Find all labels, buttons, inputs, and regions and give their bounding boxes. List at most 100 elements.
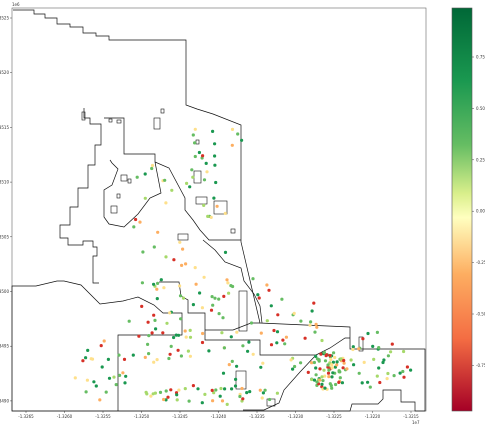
map-point bbox=[259, 331, 263, 335]
map-point bbox=[180, 263, 184, 267]
map-point bbox=[179, 354, 183, 358]
map-point bbox=[99, 344, 103, 348]
map-point bbox=[190, 168, 194, 172]
map-point bbox=[170, 188, 174, 192]
map-point bbox=[152, 282, 156, 286]
map-point bbox=[193, 266, 197, 270]
map-point bbox=[323, 386, 327, 390]
map-point bbox=[172, 335, 176, 340]
map-point bbox=[84, 390, 88, 394]
map-point bbox=[240, 138, 244, 142]
map-point bbox=[342, 358, 346, 363]
map-point bbox=[251, 352, 255, 356]
colorbar-tick-label: 0.25 bbox=[476, 157, 485, 162]
map-point bbox=[203, 392, 207, 396]
x-axis-tick-label: -1.3225 bbox=[326, 414, 342, 419]
map-point bbox=[292, 311, 296, 315]
map-point bbox=[251, 277, 255, 281]
map-point bbox=[188, 328, 192, 332]
map-point bbox=[340, 381, 344, 385]
map-point bbox=[409, 368, 413, 372]
map-point bbox=[138, 220, 142, 224]
small-block bbox=[127, 178, 132, 184]
map-point bbox=[326, 371, 331, 375]
map-point bbox=[256, 293, 260, 297]
map-point bbox=[117, 353, 121, 357]
map-point bbox=[187, 399, 191, 403]
map-point bbox=[223, 387, 227, 391]
map-point bbox=[104, 390, 108, 394]
map-point bbox=[168, 352, 172, 356]
small-block bbox=[160, 108, 165, 114]
map-point bbox=[334, 382, 338, 387]
map-point bbox=[247, 340, 251, 344]
map-point bbox=[162, 397, 166, 402]
map-point bbox=[330, 366, 334, 370]
map-point bbox=[318, 378, 322, 382]
x-axis-tick-label: -1.3235 bbox=[249, 414, 265, 419]
map-point bbox=[155, 358, 159, 362]
map-point bbox=[309, 320, 313, 324]
map-point bbox=[275, 391, 279, 395]
map-point bbox=[144, 390, 148, 394]
map-point bbox=[132, 225, 136, 229]
y-axis-tick-label: 4.3525 bbox=[0, 16, 9, 21]
map-point bbox=[159, 278, 163, 282]
map-point bbox=[331, 371, 335, 375]
map-point bbox=[314, 366, 318, 370]
x-axis-tick-label: -1.3215 bbox=[403, 414, 419, 419]
map-point bbox=[213, 296, 217, 300]
map-point bbox=[371, 344, 375, 348]
map-point bbox=[106, 357, 110, 361]
map-point bbox=[211, 129, 215, 133]
map-point bbox=[184, 262, 188, 266]
map-point bbox=[315, 325, 319, 329]
map-point bbox=[131, 353, 135, 357]
map-point bbox=[181, 247, 185, 251]
map-point bbox=[211, 303, 215, 307]
central-inner-boundary bbox=[103, 117, 241, 241]
map-point bbox=[209, 215, 213, 219]
map-point bbox=[260, 396, 264, 400]
map-point bbox=[86, 348, 90, 352]
map-point bbox=[225, 278, 229, 282]
map-point bbox=[382, 358, 386, 362]
map-point bbox=[241, 397, 245, 401]
map-point bbox=[186, 349, 190, 353]
map-point bbox=[289, 358, 293, 362]
map-point bbox=[155, 297, 159, 301]
map-point bbox=[329, 357, 333, 362]
x-axis-tick-label: -1.3255 bbox=[95, 414, 111, 419]
right-diagonal-boundary bbox=[202, 239, 263, 324]
map-point bbox=[377, 346, 381, 350]
map-point bbox=[227, 363, 231, 367]
map-point bbox=[172, 258, 176, 262]
x-offset-label: 1e7 bbox=[412, 420, 420, 425]
map-point bbox=[217, 312, 221, 316]
y-axis-tick-label: 4.3495 bbox=[0, 344, 9, 349]
map-point bbox=[143, 196, 147, 200]
map-point bbox=[98, 398, 102, 402]
x-axis-tick-label: -1.3250 bbox=[134, 414, 150, 419]
map-point bbox=[327, 375, 331, 379]
map-point bbox=[258, 388, 262, 392]
lower-inner-boundary bbox=[159, 281, 350, 411]
map-point bbox=[275, 341, 279, 345]
map-point bbox=[299, 319, 303, 323]
map-point bbox=[233, 384, 238, 388]
map-point bbox=[392, 374, 396, 378]
map-point bbox=[152, 313, 156, 317]
map-point bbox=[143, 355, 147, 359]
map-point bbox=[141, 250, 145, 254]
map-point bbox=[352, 363, 356, 367]
map-point bbox=[213, 142, 217, 146]
map-point bbox=[320, 338, 324, 343]
map-point bbox=[312, 378, 317, 382]
map-point bbox=[211, 399, 215, 403]
map-point bbox=[241, 344, 245, 348]
map-point bbox=[222, 346, 226, 350]
map-point bbox=[214, 388, 218, 392]
map-point bbox=[248, 390, 252, 394]
small-block bbox=[195, 139, 200, 145]
map-point bbox=[127, 319, 131, 323]
